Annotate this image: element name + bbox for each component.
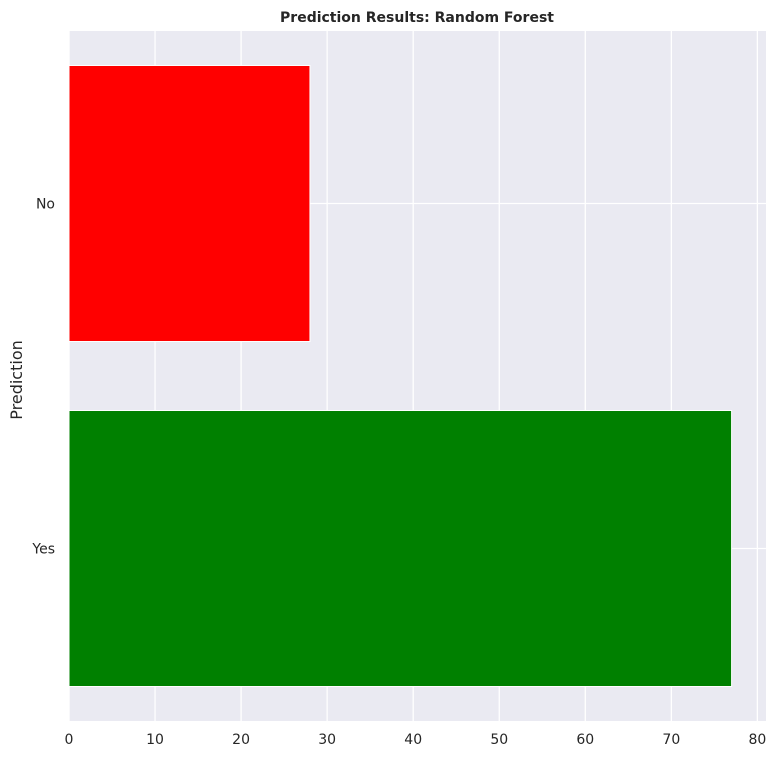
x-tick-label-5: 50: [490, 732, 508, 748]
x-axis-ticks: 0 10 20 30 40 50 60 70 80: [65, 732, 767, 748]
x-tick-label-7: 70: [662, 732, 680, 748]
y-axis-label: Prediction: [7, 340, 26, 419]
x-tick-label-1: 10: [146, 732, 164, 748]
bar-yes: [68, 410, 733, 687]
x-tick-label-3: 30: [318, 732, 336, 748]
x-tick-label-0: 0: [65, 732, 74, 748]
x-tick-label-4: 40: [404, 732, 422, 748]
chart-title: Prediction Results: Random Forest: [280, 10, 554, 26]
bars: [68, 65, 733, 687]
y-axis-ticks: No Yes: [31, 197, 55, 558]
x-tick-label-2: 20: [232, 732, 250, 748]
x-tick-label-8: 80: [748, 732, 766, 748]
y-tick-label-yes: Yes: [31, 542, 55, 558]
bar-no: [68, 65, 311, 342]
x-tick-label-6: 60: [576, 732, 594, 748]
y-tick-label-no: No: [36, 197, 55, 213]
